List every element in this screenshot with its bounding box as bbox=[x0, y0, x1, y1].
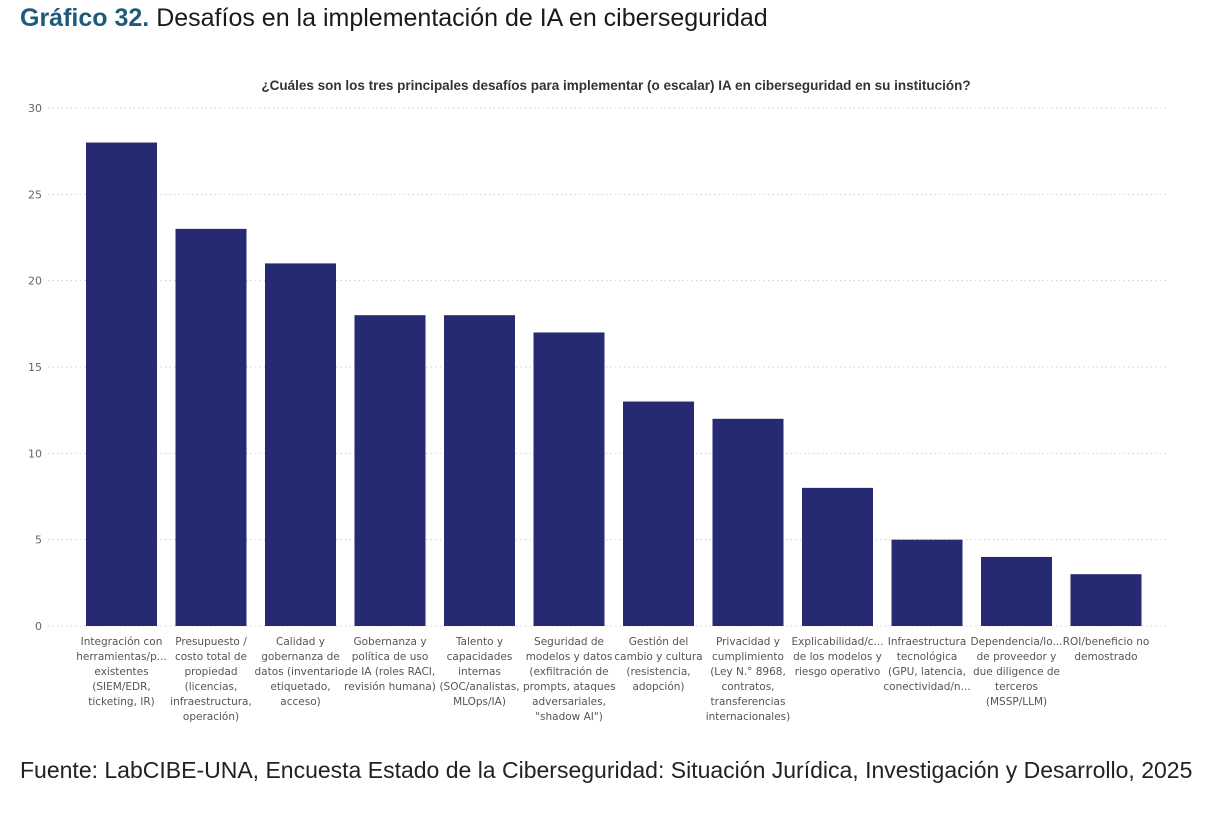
x-tick-label-line: (GPU, latencia, bbox=[888, 666, 966, 678]
x-tick-label: Explicabilidad/c... de los modelos y riesg… bbox=[792, 635, 884, 680]
x-tick-label-line: Infraestructura bbox=[887, 636, 967, 648]
y-tick-label: 0 bbox=[35, 620, 42, 633]
x-tick-label-line: contratos, bbox=[721, 681, 775, 693]
x-tick-label-line: MLOps/IA) bbox=[453, 696, 506, 708]
x-tick-label: Calidad y gobernanza de datos (inventario,… bbox=[254, 635, 348, 710]
bar[interactable] bbox=[802, 487, 873, 626]
figure-title-text: Desafíos en la implementación de IA en c… bbox=[156, 4, 768, 32]
x-tick-label-line: modelos y datos bbox=[525, 651, 613, 663]
x-tick-label-line: datos (inventario, bbox=[254, 666, 348, 678]
bar[interactable] bbox=[981, 556, 1052, 626]
bar[interactable] bbox=[623, 401, 694, 626]
x-tick-label-line: capacidades bbox=[446, 651, 513, 663]
x-tick-label-line: (Ley N.° 8968, bbox=[710, 666, 786, 678]
x-tick-label-line: infraestructura, bbox=[170, 696, 252, 708]
bar[interactable] bbox=[175, 228, 247, 626]
x-tick-label-line: "shadow AI") bbox=[535, 711, 603, 723]
bar[interactable] bbox=[712, 418, 784, 626]
x-tick-label-line: transferencias bbox=[710, 696, 786, 708]
y-tick-label: 20 bbox=[28, 275, 42, 288]
x-tick-label-line: tecnológica bbox=[896, 651, 958, 663]
x-tick-label-line: Calidad y bbox=[276, 636, 325, 648]
y-tick-label: 10 bbox=[28, 447, 42, 460]
x-tick-label-line: Talento y bbox=[455, 636, 504, 648]
x-tick-label: Gobernanza y política de uso de IA (roles … bbox=[344, 635, 436, 695]
x-tick-label-line: ROI/beneficio no bbox=[1062, 636, 1150, 648]
x-tick-label-line: herramientas/p... bbox=[76, 651, 167, 663]
x-tick-label-line: (licencias, bbox=[184, 681, 238, 693]
x-tick-label-line: operación) bbox=[182, 711, 240, 723]
x-tick-label: Privacidad y cumplimiento (Ley N.° 8968, co… bbox=[702, 635, 794, 725]
x-tick-label-line: Integración con bbox=[80, 636, 163, 648]
x-tick-label-line: cumplimiento bbox=[712, 651, 784, 663]
x-tick-label-line: due diligence de bbox=[972, 666, 1060, 678]
x-tick-label-line: demostrado bbox=[1074, 651, 1138, 663]
x-tick-label-line: internas bbox=[458, 666, 501, 678]
x-tick-label-line: Gestión del bbox=[628, 636, 689, 648]
bar[interactable] bbox=[265, 263, 336, 626]
x-tick-label-line: acceso) bbox=[280, 696, 321, 708]
x-tick-label-line: (MSSP/LLM) bbox=[985, 696, 1048, 708]
chart-title: ¿Cuáles son los tres principales desafío… bbox=[261, 78, 971, 93]
x-tick-label-line: (exfiltración de bbox=[529, 666, 609, 678]
x-tick-label: Dependencia/lo... de proveedor y due dilig… bbox=[971, 635, 1063, 710]
source-note: Fuente: LabCIBE-UNA, Encuesta Estado de … bbox=[20, 757, 1193, 783]
x-tick-label-line: Presupuesto / bbox=[175, 636, 247, 648]
x-tick-label-line: (SIEM/EDR, bbox=[92, 681, 151, 693]
x-tick-label: Presupuesto / costo total de propiedad (lic… bbox=[165, 635, 257, 725]
x-tick-label-line: Gobernanza y bbox=[353, 636, 427, 648]
x-tick-label-line: ticketing, IR) bbox=[88, 696, 155, 708]
x-tick-label-line: adopción) bbox=[632, 681, 685, 693]
x-tick-label-line: revisión humana) bbox=[344, 681, 436, 693]
x-tick-label-line: costo total de bbox=[174, 651, 248, 663]
x-tick-label-line: existentes bbox=[94, 666, 149, 678]
x-tick-label-line: cambio y cultura bbox=[614, 651, 703, 663]
x-tick-label-line: Dependencia/lo... bbox=[970, 636, 1063, 648]
x-tick-label-line: (SOC/analistas, bbox=[439, 681, 520, 693]
y-tick-label: 30 bbox=[28, 102, 42, 115]
x-tick-label-line: conectividad/n... bbox=[883, 681, 971, 693]
bar[interactable] bbox=[86, 142, 157, 627]
y-tick-label: 25 bbox=[28, 188, 42, 201]
figure-title: Gráfico 32. Desafíos en la implementació… bbox=[20, 4, 768, 33]
x-tick-label-line: etiquetado, bbox=[270, 681, 331, 693]
x-tick-label-line: adversariales, bbox=[532, 696, 606, 708]
x-tick-label-line: terceros bbox=[995, 681, 1038, 693]
y-axis-ticks: 0 5 10 15 20 25 30 bbox=[28, 102, 42, 633]
x-tick-label-line: Privacidad y bbox=[715, 636, 781, 648]
bars bbox=[86, 142, 1142, 627]
x-tick-label-line: de proveedor y bbox=[976, 651, 1057, 663]
x-tick-label-line: (resistencia, bbox=[626, 666, 691, 678]
y-tick-label: 15 bbox=[28, 361, 42, 374]
x-tick-label: Seguridad de modelos y datos (exfiltración… bbox=[523, 635, 616, 725]
x-tick-label: Talento y capacidades internas (SOC/analist… bbox=[434, 635, 526, 710]
bar[interactable] bbox=[1070, 574, 1142, 626]
x-tick-label: Integración con herramientas/p... existent… bbox=[76, 635, 168, 710]
x-tick-label-line: de los modelos y bbox=[793, 651, 882, 663]
x-tick-label-line: riesgo operativo bbox=[794, 666, 881, 678]
bar[interactable] bbox=[444, 315, 515, 626]
x-tick-label: Gestión del cambio y cultura (resistencia,… bbox=[613, 635, 705, 695]
bar[interactable] bbox=[354, 315, 426, 626]
bar[interactable] bbox=[891, 539, 963, 626]
x-tick-label-line: Explicabilidad/c... bbox=[791, 636, 884, 648]
bar-chart: 0 5 10 15 20 25 30 bbox=[28, 102, 1168, 633]
x-tick-label: ROI/beneficio no demostrado bbox=[1060, 635, 1152, 665]
x-tick-label-line: de IA (roles RACI, bbox=[344, 666, 436, 678]
figure-number: Gráfico 32. bbox=[20, 4, 150, 32]
y-tick-label: 5 bbox=[35, 534, 42, 547]
x-tick-label-line: política de uso bbox=[351, 651, 429, 663]
x-tick-label-line: prompts, ataques bbox=[523, 681, 616, 693]
x-tick-label-line: internacionales) bbox=[705, 711, 791, 723]
x-tick-label: Infraestructura tecnológica (GPU, latencia… bbox=[881, 635, 973, 695]
x-tick-label-line: propiedad bbox=[184, 666, 238, 678]
x-tick-label-line: Seguridad de bbox=[534, 636, 604, 648]
bar[interactable] bbox=[533, 332, 605, 626]
x-tick-label-line: gobernanza de bbox=[261, 651, 340, 663]
